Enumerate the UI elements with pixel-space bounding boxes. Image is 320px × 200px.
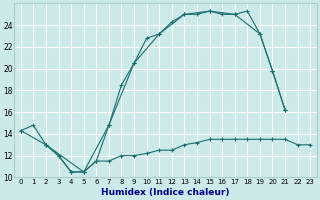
X-axis label: Humidex (Indice chaleur): Humidex (Indice chaleur) bbox=[101, 188, 230, 197]
